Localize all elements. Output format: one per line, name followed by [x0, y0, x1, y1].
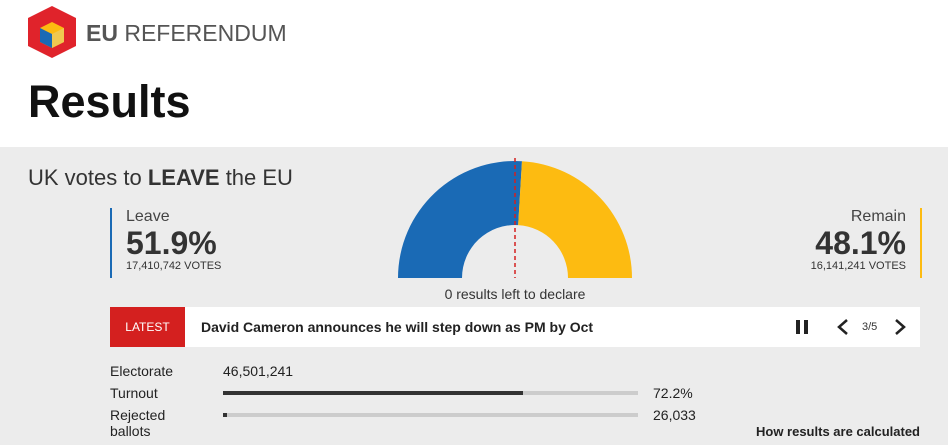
leave-votes: 17,410,742 VOTES	[126, 260, 222, 272]
brand-text: REFERENDUM	[124, 20, 287, 46]
ticker: LATEST David Cameron announces he will s…	[110, 307, 920, 347]
ticker-tag: LATEST	[110, 307, 185, 347]
next-button[interactable]	[893, 318, 907, 336]
bar-track	[223, 391, 638, 395]
bar-track	[223, 413, 638, 417]
prev-button[interactable]	[836, 318, 850, 336]
leave-name: Leave	[126, 208, 170, 225]
brand: EU REFERENDUM	[86, 20, 287, 47]
remain-name: Remain	[850, 208, 906, 225]
turnout-bar	[223, 391, 523, 395]
leave-arc	[398, 161, 522, 278]
stat-label: Electorate	[110, 363, 174, 379]
stat-value: 46,501,241	[223, 363, 294, 379]
page-title: Results	[28, 76, 191, 127]
remain-summary: Remain 48.1% 16,141,241 VOTES	[811, 208, 922, 278]
pause-button[interactable]	[794, 319, 810, 335]
headline-text: UK votes to	[28, 165, 142, 190]
leave-percent: 51.9%	[126, 225, 217, 261]
logo	[28, 6, 76, 58]
remain-percent: 48.1%	[815, 225, 906, 261]
headline: UK votes to LEAVE the EU	[28, 165, 293, 191]
headline-emphasis: LEAVE	[147, 165, 220, 190]
remain-arc	[518, 161, 632, 278]
stat-label: Turnout	[110, 385, 158, 401]
stat-value: 26,033	[653, 407, 696, 423]
stat-label: Rejected ballots	[110, 407, 166, 439]
brand-bold: EU	[86, 20, 118, 46]
footer-link[interactable]: How results are calculated	[755, 424, 920, 439]
headline-text: the EU	[225, 165, 293, 190]
rejected-bar	[223, 413, 227, 417]
ticker-text[interactable]: David Cameron announces he will step dow…	[201, 319, 594, 335]
ticker-page: 3/5	[862, 321, 878, 333]
stat-value: 72.2%	[653, 385, 693, 401]
declare-note: 0 results left to declare	[444, 286, 586, 302]
leave-summary: Leave 51.9% 17,410,742 VOTES	[110, 208, 221, 278]
remain-votes: 16,141,241 VOTES	[810, 260, 906, 272]
result-gauge	[398, 158, 632, 278]
